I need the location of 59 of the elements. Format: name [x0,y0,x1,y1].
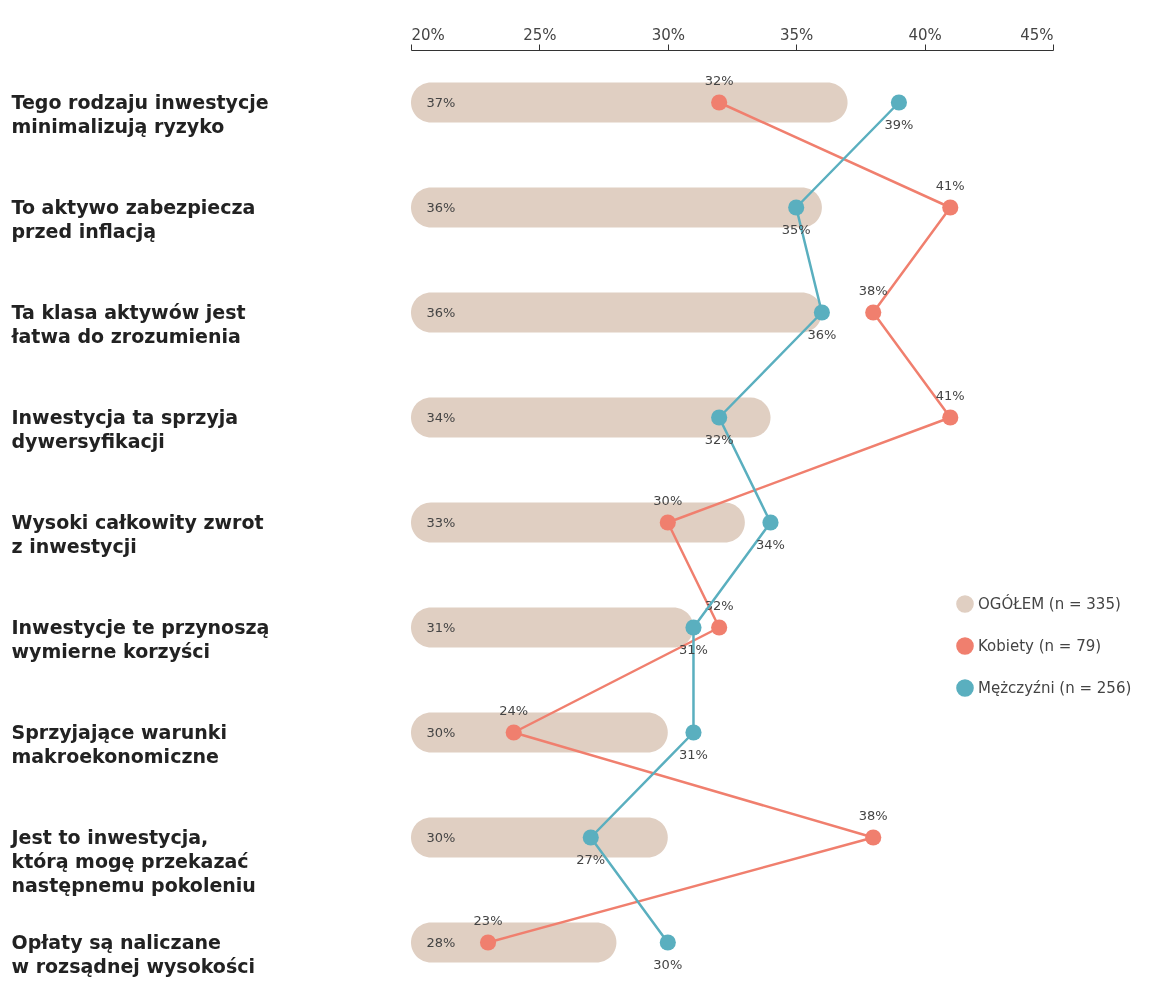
x-tick-label: 25% [523,25,557,44]
x-tick-label: 20% [411,25,445,44]
point [865,304,882,321]
x-tick-label: 35% [780,25,814,44]
data-label: 24% [499,702,529,718]
point [505,724,522,741]
y-tick-label: To aktywo zabezpiecza przed inflacją [11,195,256,242]
legend-label: Mężczyźni (n = 256) [978,679,1132,697]
x-tick-label: 40% [908,25,942,44]
point [942,409,959,426]
data-label: 34% [426,409,456,425]
data-label: 32% [704,72,734,88]
point [582,829,599,846]
data-label: 39% [884,116,914,132]
point [890,94,907,111]
point [479,934,497,951]
data-label: 23% [473,912,503,928]
legend-label: OGÓŁEM (n = 335) [978,594,1121,613]
point [659,934,676,951]
point [788,199,805,216]
point [685,619,702,636]
data-label: 38% [858,282,888,298]
point [711,94,728,111]
point [711,409,728,426]
point [813,304,830,321]
legend-label: Kobiety (n = 79) [978,637,1102,655]
data-label: 34% [756,536,785,552]
data-label: 36% [426,304,456,320]
data-label: 31% [679,746,708,762]
data-label: 30% [653,492,683,508]
point [711,619,728,636]
x-tick-label: 30% [651,25,685,44]
x-tick-label: 45% [1020,25,1054,44]
y-tick-label: Ta klasa aktywów jest łatwa do zrozumienia [10,300,246,347]
data-label: 30% [426,724,456,740]
point [685,724,702,741]
y-tick-label: Opłaty są naliczane w rozsądnej wysokości [11,930,255,977]
data-label: 36% [807,326,837,342]
y-tick-label: Tego rodzaju inwestycje minimalizują ryzyko [11,90,269,137]
y-tick-label: Inwestycja ta sprzyja dywersyfikacji [11,405,239,452]
y-tick-label: Wysoki całkowity zwrot z inwestycji [11,510,264,557]
data-label: 37% [426,94,456,110]
y-tick-label: Sprzyjające warunki makroekonomiczne [11,720,227,767]
data-label: 30% [653,956,683,972]
data-label: 38% [858,807,888,823]
point [762,514,779,531]
data-label: 31% [426,619,456,635]
data-label: 41% [935,177,965,193]
point [659,514,676,531]
point [942,199,959,216]
data-label: 33% [426,514,456,530]
data-label: 27% [576,851,606,867]
point [865,829,882,846]
data-label: 41% [935,387,965,403]
data-label: 36% [426,199,456,215]
data-label: 30% [426,829,456,845]
y-tick-label: Inwestycje te przynoszą wymierne korzyści [11,615,270,662]
data-label: 28% [426,934,456,950]
y-tick-label: Jest to inwestycja, którą mogę przekazać następnemu pokoleniu [9,825,256,896]
